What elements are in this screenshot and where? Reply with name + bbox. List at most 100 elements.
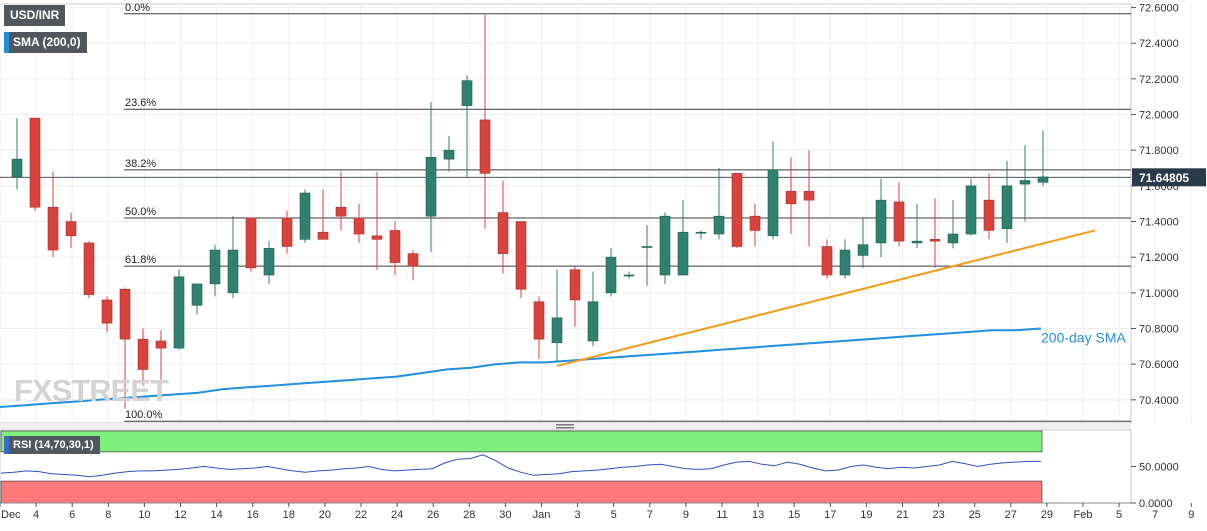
candle-body	[515, 221, 527, 290]
candle-body	[65, 221, 77, 237]
pane-separator	[0, 423, 1131, 429]
price-axis-label: 71.0000	[1139, 288, 1179, 300]
candle-body	[191, 283, 203, 306]
candle-body	[947, 233, 959, 244]
time-axis-label: 17	[824, 509, 836, 521]
price-plot-area	[0, 3, 1132, 424]
candle-body	[407, 253, 419, 267]
time-axis-label: Feb	[1074, 509, 1093, 521]
rsi-axis-label: 0.0000	[1139, 498, 1173, 510]
fxstreet-watermark: FXSTREET	[14, 373, 169, 408]
time-axis-label: 6	[69, 509, 75, 521]
time-axis-label: 5	[1116, 509, 1122, 521]
fibonacci-level-label: 38.2%	[125, 158, 156, 170]
candle-body	[839, 249, 851, 276]
current-price-tag-bg	[1132, 168, 1206, 187]
time-axis-label: 8	[105, 509, 111, 521]
rsi-overbought-zone	[0, 430, 1043, 453]
price-axis-label: 72.6000	[1139, 3, 1179, 15]
time-axis-label: 20	[319, 509, 331, 521]
time-axis-label: 26	[427, 509, 439, 521]
time-axis-label: 4	[33, 509, 39, 521]
time-axis-label: 16	[247, 509, 259, 521]
price-axis-label: 71.2000	[1139, 252, 1179, 264]
fibonacci-level-label: 100.0%	[125, 409, 163, 421]
time-axis-label: 18	[283, 509, 295, 521]
candle-body	[875, 199, 887, 244]
time-axis-label: 5	[611, 509, 617, 521]
candle-body	[713, 215, 725, 235]
candle-body	[281, 217, 293, 247]
candle-body	[335, 206, 347, 217]
time-axis-label: 27	[1005, 509, 1017, 521]
fibonacci-level-label: 23.6%	[125, 97, 156, 109]
time-axis-label: Dec	[1, 509, 21, 521]
rsi-legend-label: RSI (14,70,30,1)	[4, 436, 100, 454]
pane-resize-grip	[556, 424, 574, 426]
candle-body	[443, 149, 455, 160]
candle-body	[101, 299, 113, 324]
candle-body	[587, 301, 599, 342]
fibonacci-level-label: 50.0%	[125, 206, 156, 218]
price-axis-label: 71.8000	[1139, 145, 1179, 157]
candle-body	[425, 157, 437, 217]
time-axis-label: 28	[463, 509, 475, 521]
candle-body	[11, 158, 23, 178]
price-axis-label: 72.2000	[1139, 74, 1179, 86]
candle-body	[911, 240, 923, 244]
candle-body	[137, 338, 149, 370]
rsi-line	[0, 454, 1041, 478]
price-axis-label: 72.0000	[1139, 110, 1179, 122]
candle-body	[533, 301, 545, 340]
candle-body	[731, 173, 743, 247]
sma-200-annotation: 200-day SMA	[1041, 330, 1126, 346]
price-axis-label: 70.8000	[1139, 324, 1179, 336]
time-axis-label: 29	[1041, 509, 1053, 521]
candle-body	[1001, 185, 1013, 229]
candle-body	[371, 235, 383, 240]
candle-body	[623, 274, 635, 277]
sma-200-line	[0, 327, 1042, 408]
candle-body	[209, 249, 221, 285]
candle-body	[767, 169, 779, 237]
time-axis-label: 10	[138, 509, 150, 521]
time-axis-label: 14	[210, 509, 222, 521]
candle-body	[299, 192, 311, 240]
time-axis-label: 15	[788, 509, 800, 521]
candle-body	[893, 201, 905, 242]
candle-body	[659, 215, 671, 276]
candle-body	[227, 249, 239, 294]
candle-body	[173, 276, 185, 349]
candle-body	[983, 199, 995, 231]
fibonacci-level-label: 0.0%	[125, 2, 150, 14]
time-axis-label: 19	[860, 509, 872, 521]
price-axis-label: 72.4000	[1139, 38, 1179, 50]
current-price-tag: 71.64805	[1139, 171, 1189, 185]
candle-body	[749, 215, 761, 231]
candle-body	[785, 190, 797, 204]
candle-body	[47, 206, 59, 251]
time-axis-label: 30	[499, 509, 511, 521]
candle-body	[479, 119, 491, 174]
time-axis-label: 11	[716, 509, 727, 521]
candle-body	[641, 246, 653, 248]
candle-body	[245, 217, 257, 269]
time-axis-label: 9	[1188, 509, 1194, 521]
candle-body	[929, 239, 941, 242]
time-axis-label: 12	[174, 509, 186, 521]
time-axis-label: 3	[575, 509, 581, 521]
rsi-axis-label: 50.0000	[1139, 462, 1179, 474]
pane-resize-grip	[556, 427, 574, 429]
time-axis-label: 13	[752, 509, 764, 521]
time-axis-label: 23	[932, 509, 944, 521]
candle-body	[569, 269, 581, 301]
candle-body	[461, 80, 473, 106]
time-axis-label: 7	[1152, 509, 1158, 521]
support-trendline	[556, 229, 1096, 367]
candle-body	[1019, 180, 1031, 185]
time-axis-label: 7	[647, 509, 653, 521]
candle-body	[821, 246, 833, 276]
rsi-oversold-zone	[0, 480, 1043, 504]
candle-body	[119, 288, 131, 340]
candle-body	[695, 231, 707, 234]
